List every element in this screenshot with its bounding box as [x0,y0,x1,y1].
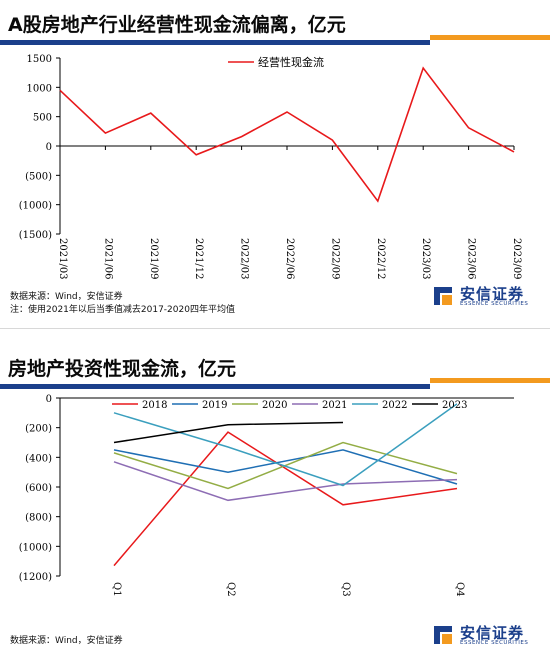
legend-label: 2019 [202,400,227,411]
legend-label: 经营性现金流 [258,55,324,69]
y-tick-label: (1000) [19,542,52,553]
title-rule-blue [0,40,430,45]
y-tick-label: (800) [25,513,52,524]
title-rule-blue [0,384,430,389]
x-tick-label: Q4 [454,582,465,597]
y-tick-label: (600) [25,483,52,494]
y-tick-label: (500) [25,171,52,182]
investment-cashflow-panel: 房地产投资性现金流，亿元 0 (200) (400) (600) (800) (1000)… [0,346,550,656]
investment-cashflow-chart: 0 (200) (400) (600) (800) (1000) (1200) Q1 Q2 Q3 Q… [19,394,514,597]
series-line [113,421,344,444]
series-line [113,449,458,485]
y-tick-label: (1200) [19,572,52,583]
logo-name: 安信证券 [460,624,525,642]
chart1-title: A股房地产行业经营性现金流偏离，亿元 [8,14,346,36]
essence-logo-icon [434,626,452,644]
x-tick-label: 2022/06 [284,238,295,280]
x-tick-label: 2023/03 [420,238,431,280]
title-rule-orange [430,378,550,383]
x-tick-label: 2022/03 [239,238,250,280]
logo-en: ESSENCE SECURITIES [460,301,529,307]
legend-label: 2023 [442,400,467,411]
x-tick-label: 2021/03 [57,238,68,280]
series-line [59,66,515,203]
legend-label: 2022 [382,400,407,411]
y-tick-label: 500 [33,113,52,124]
chart1-source: 数据来源：Wind，安信证券 [10,292,123,302]
y-tick-label: 0 [46,142,52,153]
chart2-source: 数据来源：Wind，安信证券 [10,636,123,646]
logo-en: ESSENCE SECURITIES [460,640,529,646]
y-tick-label: 1500 [27,54,52,65]
legend-label: 2021 [322,400,347,411]
x-tick-label: Q1 [111,582,122,597]
legend-label: 2018 [142,400,167,411]
x-tick-label: 2021/12 [193,238,204,280]
essence-logo: 安信证券 ESSENCE SECURITIES [432,283,544,309]
operating-cashflow-chart: 1500 1000 500 0 (500) (1000) (1500) 2021/03 2021… [19,54,522,280]
series-line [113,461,458,502]
y-tick-label: (1500) [19,230,52,241]
chart1-note: 注：使用2021年以后当季值减去2017-2020四年平均值 [10,305,235,315]
operating-cashflow-panel: A股房地产行业经营性现金流偏离，亿元 1500 1000 500 0 (500) (100… [0,14,550,315]
essence-logo: 安信证券 ESSENCE SECURITIES [432,622,544,648]
y-tick-label: 1000 [27,83,52,94]
logo-name: 安信证券 [460,285,525,303]
x-tick-label: 2022/12 [375,238,386,280]
y-tick-label: (1000) [19,201,52,212]
y-tick-label: 0 [46,394,52,405]
series-line [113,403,458,487]
x-tick-label: 2021/09 [148,238,159,280]
chart2-title: 房地产投资性现金流，亿元 [8,358,237,380]
x-tick-label: 2021/06 [102,238,113,280]
series-line [113,431,458,567]
x-tick-label: Q2 [225,582,236,597]
x-tick-label: 2022/09 [329,238,340,280]
panel-separator [0,328,550,347]
y-tick-label: (200) [25,424,52,435]
essence-logo-icon [434,287,452,305]
x-tick-label: 2023/09 [511,238,522,280]
legend-label: 2020 [262,400,287,411]
x-tick-label: 2023/06 [466,238,477,280]
x-tick-label: Q3 [340,582,351,597]
title-rule-orange [430,35,550,40]
y-tick-label: (400) [25,453,52,464]
